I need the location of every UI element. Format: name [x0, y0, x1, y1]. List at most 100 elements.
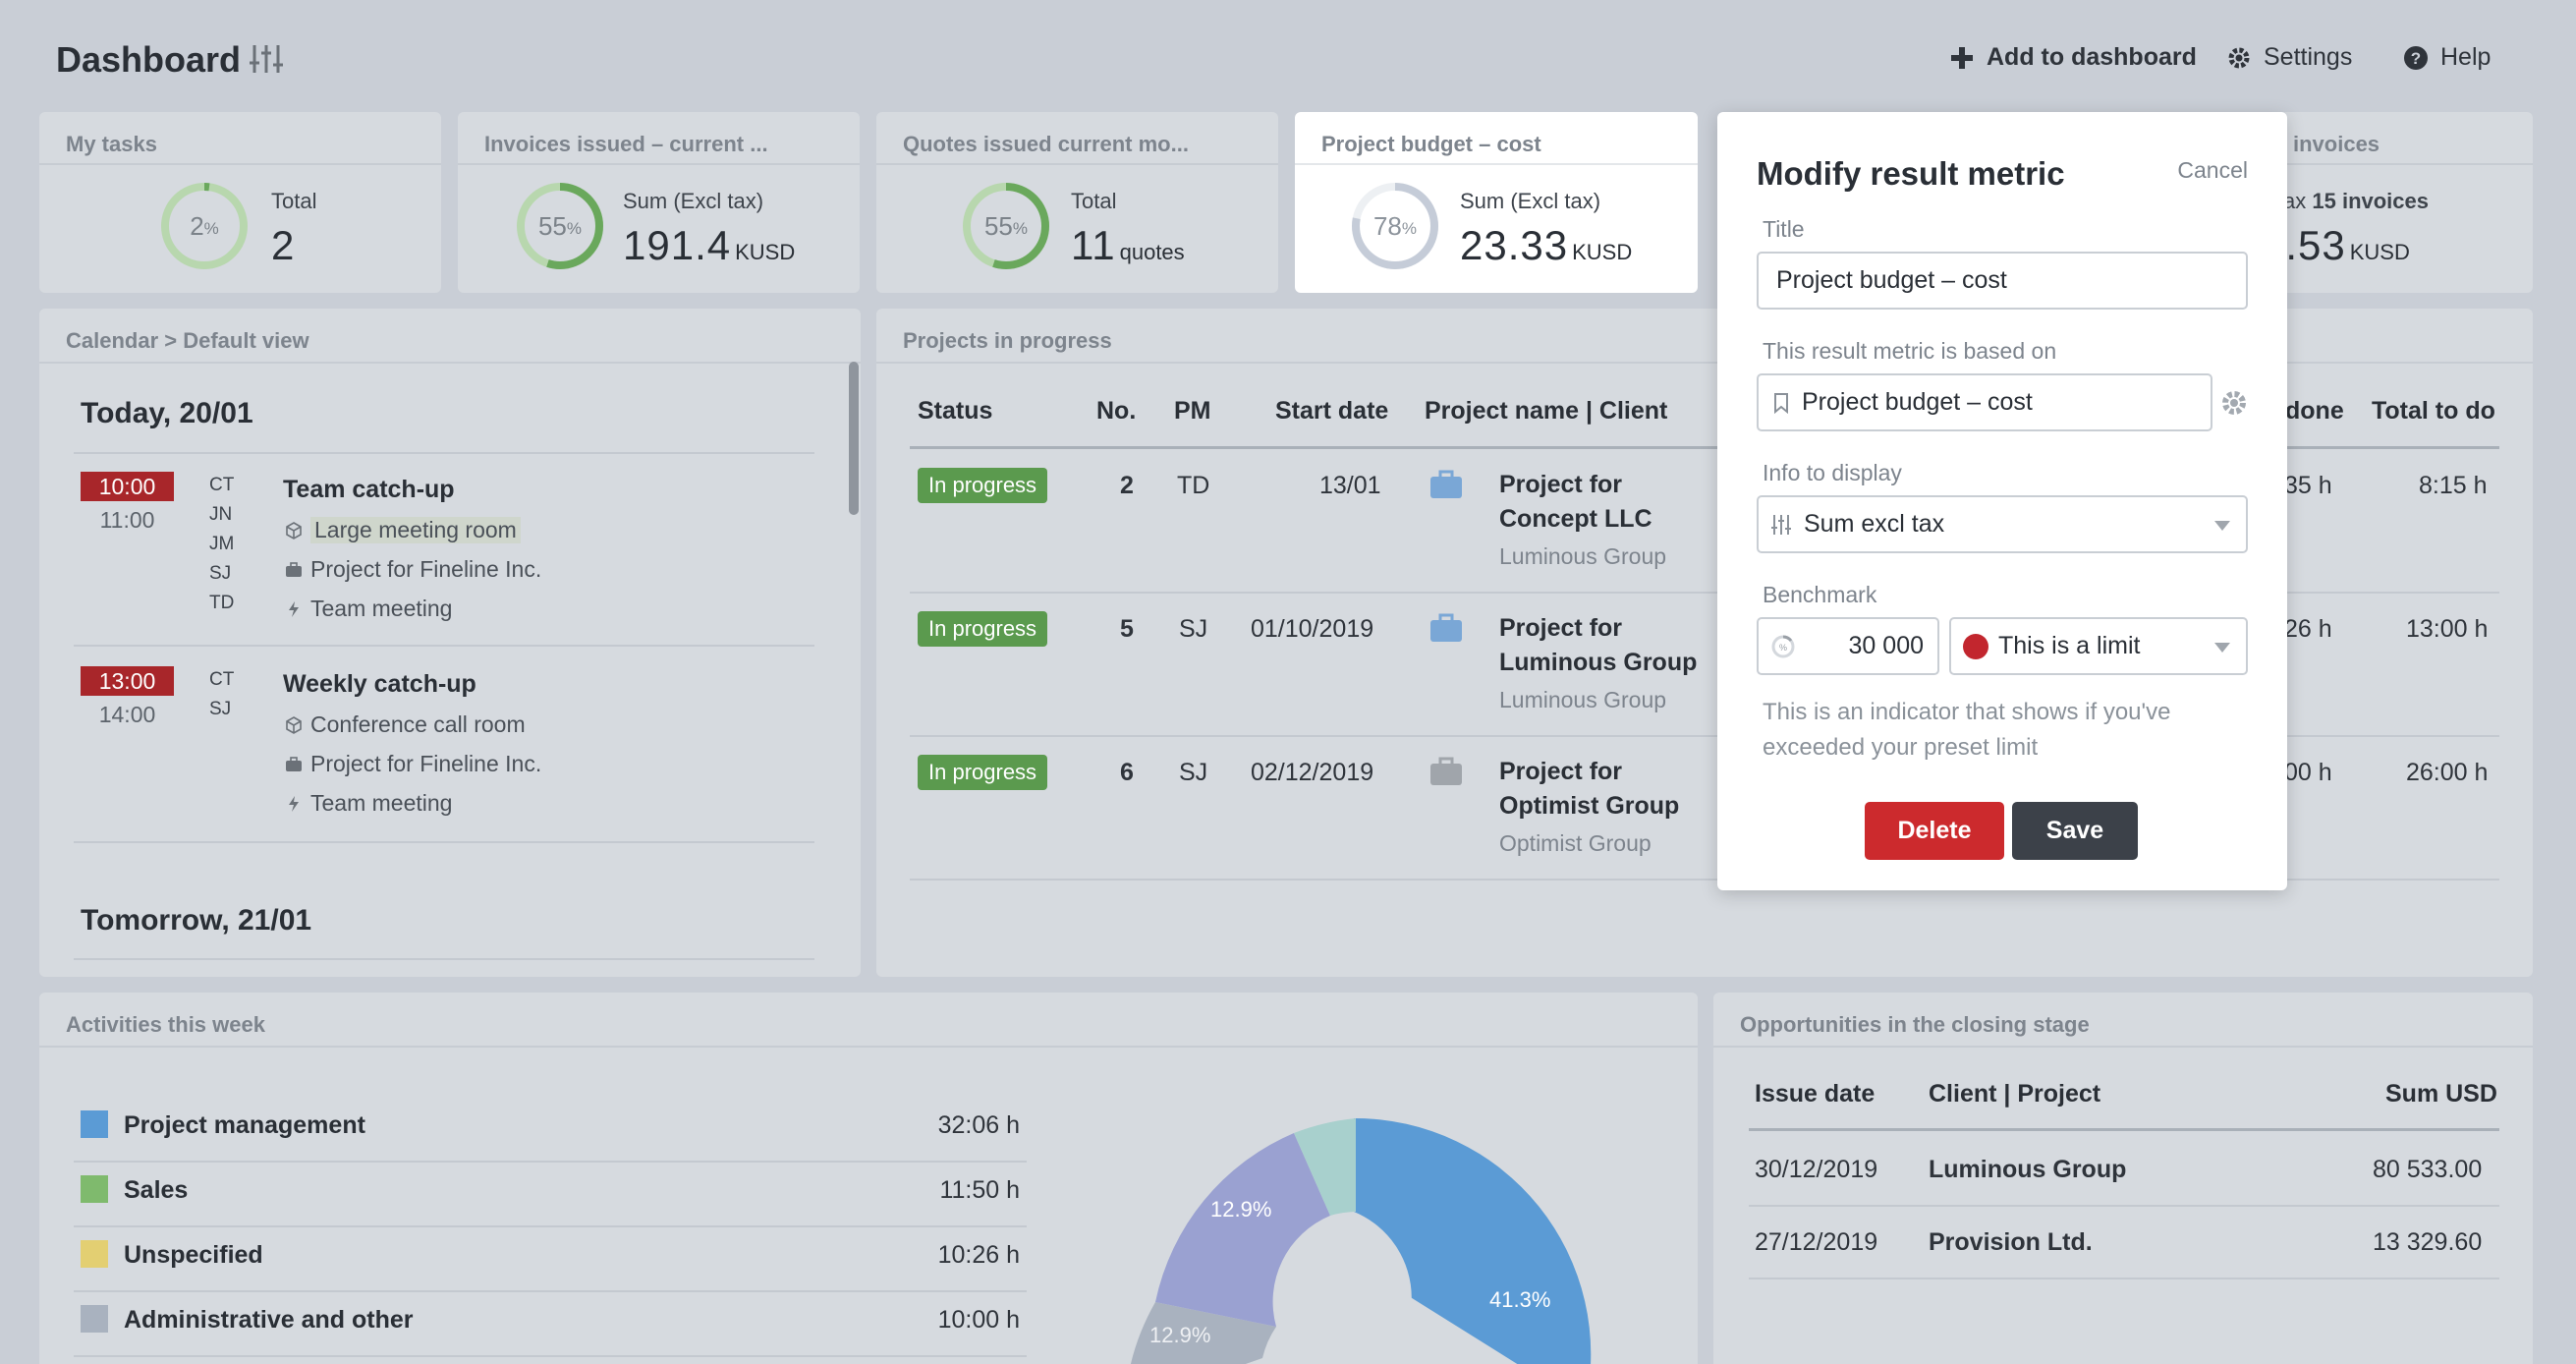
project-to-do: 8:15 h	[2419, 472, 2488, 499]
project-done: 26 h	[2284, 615, 2332, 643]
ring-fill	[161, 183, 248, 269]
project-start-date: 13/01	[1319, 472, 1381, 499]
bolt-icon	[289, 795, 299, 812]
event-room: Conference call room	[285, 711, 526, 738]
donut-slice-teal	[1294, 1118, 1356, 1216]
cube-icon	[286, 715, 302, 734]
col-status[interactable]: Status	[918, 397, 993, 425]
col-issue-date[interactable]: Issue date	[1755, 1080, 1876, 1108]
project-name[interactable]: Project for Luminous Group	[1499, 614, 1698, 676]
card-title: Activities this week	[39, 993, 1698, 1048]
event-type: Team meeting	[285, 596, 452, 622]
info-select[interactable]: Sum excl tax	[1757, 495, 2248, 553]
info-label: Info to display	[1763, 460, 1902, 485]
opp-date: 30/12/2019	[1755, 1156, 1878, 1183]
opp-client: Provision Ltd.	[1929, 1228, 2093, 1256]
add-to-dashboard-button[interactable]: Add to dashboard	[1949, 43, 2197, 72]
ring-percent: 78	[1372, 210, 1402, 241]
metric-card-quotes[interactable]: Quotes issued current mo... 55% Total 11…	[876, 112, 1278, 293]
project-name[interactable]: Project for Optimist Group	[1499, 758, 1680, 820]
col-client-project[interactable]: Client | Project	[1929, 1080, 2101, 1108]
help-button[interactable]: ? Help	[2403, 43, 2491, 72]
legend-value: 11:50 h	[939, 1176, 1020, 1204]
project-client: Optimist Group	[1499, 830, 1652, 856]
calendar-card: Calendar > Default view	[39, 309, 861, 977]
metric-label: ax 15 invoices	[2283, 189, 2430, 213]
legend-label: Project management	[124, 1111, 365, 1139]
delete-button[interactable]: Delete	[1865, 802, 2004, 860]
metric-value: 191.4 KUSD	[623, 222, 796, 268]
legend-label: Unspecified	[124, 1241, 263, 1269]
col-pm[interactable]: PM	[1174, 397, 1211, 425]
card-title: Project budget – cost	[1295, 112, 1698, 165]
metric-label: Sum (Excl tax)	[1460, 189, 1601, 213]
activities-donut-chart[interactable]	[1120, 1110, 1592, 1364]
gear-icon[interactable]	[2220, 389, 2248, 417]
event-attendees: CT JN JM SJ TD	[209, 475, 235, 613]
project-pm: SJ	[1179, 615, 1208, 643]
plus-icon	[1951, 46, 1973, 69]
pie-label-1: 41.3%	[1489, 1287, 1551, 1312]
col-project-name[interactable]: Project name | Client	[1425, 397, 1668, 425]
col-total-to-do[interactable]: Total to do	[2372, 397, 2495, 425]
save-button[interactable]: Save	[2012, 802, 2138, 860]
chevron-down-icon	[2214, 643, 2230, 653]
chevron-down-icon	[2214, 521, 2230, 531]
card-title[interactable]: Calendar > Default view	[39, 309, 861, 364]
day-heading-today: Today, 20/01	[81, 397, 253, 429]
benchmark-input[interactable]: % 30 000	[1757, 617, 1939, 675]
col-start-date[interactable]: Start date	[1275, 397, 1389, 425]
briefcase-icon	[286, 756, 302, 771]
ring-percent: 2	[190, 210, 204, 241]
card-title: invoices	[2132, 112, 2533, 165]
project-to-do: 26:00 h	[2406, 759, 2489, 786]
svg-text:?: ?	[2411, 49, 2421, 68]
opp-client: Luminous Group	[1929, 1156, 2127, 1183]
metric-card-project-budget[interactable]: Project budget – cost 78% Sum (Excl tax)…	[1295, 112, 1698, 293]
ring-percent: 55	[983, 210, 1013, 241]
col-done[interactable]: done	[2285, 397, 2344, 425]
col-sum-usd[interactable]: Sum USD	[2385, 1080, 2497, 1108]
legend-value: 10:00 h	[937, 1306, 1020, 1334]
help-text: This is an indicator that shows if you'v…	[1763, 699, 2171, 761]
based-on-label: This result metric is based on	[1763, 338, 2057, 364]
project-name[interactable]: Project for Concept LLC	[1499, 471, 1652, 533]
based-on-input[interactable]: Project budget – cost	[1757, 373, 2212, 431]
status-badge: In progress	[918, 755, 1048, 790]
metric-label: Total	[271, 189, 317, 213]
title-input[interactable]: Project budget – cost	[1757, 252, 2248, 310]
help-icon: ?	[2404, 45, 2428, 70]
briefcase-icon	[1430, 470, 1462, 498]
benchmark-label: Benchmark	[1763, 582, 1877, 607]
calendar-scrollbar[interactable]	[849, 362, 859, 515]
metric-card-invoices[interactable]: Invoices issued – current ... 55% Sum (E…	[458, 112, 860, 293]
bolt-icon	[289, 600, 299, 617]
event-end-time: 14:00	[98, 702, 156, 727]
project-number: 6	[1120, 759, 1134, 786]
cancel-button[interactable]: Cancel	[2177, 157, 2248, 183]
event-title: Weekly catch-up	[283, 670, 476, 698]
project-pm: SJ	[1179, 759, 1208, 786]
project-number: 2	[1120, 472, 1134, 499]
event-room: Large meeting room	[285, 517, 521, 543]
ring-fill	[963, 183, 1049, 269]
opportunities-card: Opportunities in the closing stage	[1713, 993, 2533, 1364]
limit-type-select[interactable]: This is a limit	[1949, 617, 2248, 675]
settings-button[interactable]: Settings	[2226, 43, 2352, 72]
event-attendees: CT SJ	[209, 669, 235, 719]
col-number[interactable]: No.	[1096, 397, 1137, 425]
event-end-time: 11:00	[99, 507, 155, 533]
ring-percent: 55	[537, 210, 567, 241]
briefcase-icon	[286, 561, 302, 577]
legend-swatch	[81, 1240, 108, 1268]
briefcase-icon	[1430, 757, 1462, 785]
legend-value: 32:06 h	[937, 1111, 1020, 1139]
metric-value: 2	[271, 222, 296, 268]
card-title: My tasks	[39, 112, 441, 165]
metric-card-my-tasks[interactable]: My tasks 2% Total 2	[39, 112, 441, 293]
event-start-time: 10:00	[81, 472, 174, 501]
sliders-icon[interactable]	[249, 43, 284, 75]
legend-swatch	[81, 1175, 108, 1203]
card-title: Quotes issued current mo...	[876, 112, 1278, 165]
metric-label: Sum (Excl tax)	[623, 189, 764, 213]
